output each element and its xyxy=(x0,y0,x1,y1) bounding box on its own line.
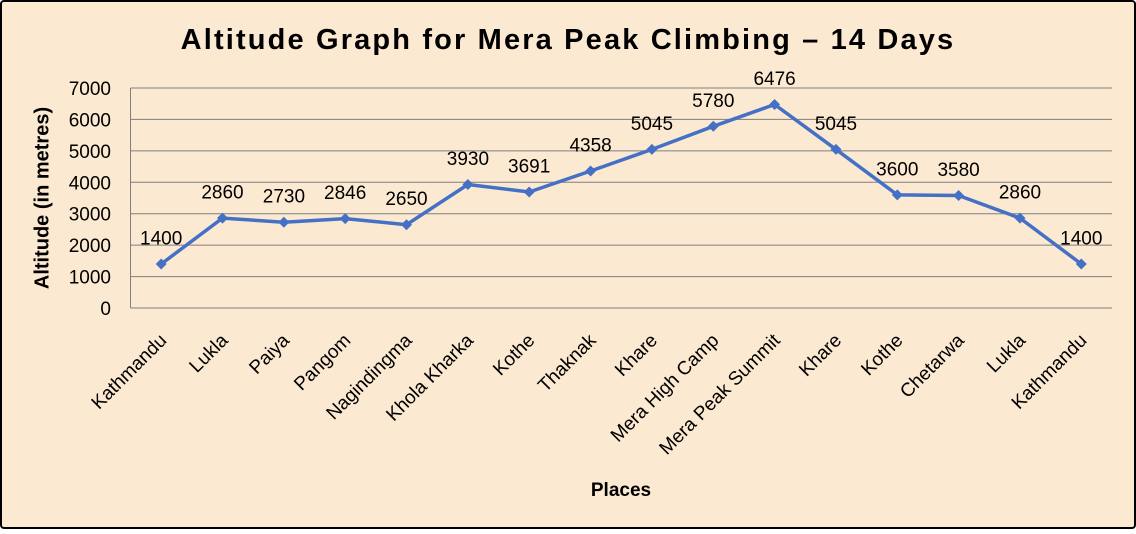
svg-text:0: 0 xyxy=(100,299,111,320)
svg-text:3600: 3600 xyxy=(876,159,918,180)
svg-text:Places: Places xyxy=(591,480,651,501)
svg-text:2860: 2860 xyxy=(201,183,243,204)
svg-text:2000: 2000 xyxy=(69,236,111,257)
svg-text:3930: 3930 xyxy=(447,149,489,170)
svg-text:5780: 5780 xyxy=(692,91,734,112)
svg-text:5000: 5000 xyxy=(69,142,111,163)
svg-text:1400: 1400 xyxy=(1060,229,1102,250)
svg-text:1400: 1400 xyxy=(140,229,182,250)
svg-text:6000: 6000 xyxy=(69,110,111,131)
svg-text:4000: 4000 xyxy=(69,173,111,194)
svg-text:6476: 6476 xyxy=(753,69,795,90)
svg-text:Altitude (in metres): Altitude (in metres) xyxy=(32,107,54,289)
svg-text:3000: 3000 xyxy=(69,205,111,226)
svg-text:2860: 2860 xyxy=(999,183,1041,204)
svg-text:3580: 3580 xyxy=(937,160,979,181)
svg-text:Altitude Graph for Mera Peak C: Altitude Graph for Mera Peak Climbing – … xyxy=(181,24,956,56)
svg-text:5045: 5045 xyxy=(815,114,857,135)
svg-text:3691: 3691 xyxy=(508,157,550,178)
svg-text:4358: 4358 xyxy=(569,136,611,157)
svg-text:5045: 5045 xyxy=(631,114,673,135)
svg-text:2650: 2650 xyxy=(385,189,427,210)
svg-text:1000: 1000 xyxy=(69,268,111,289)
svg-text:7000: 7000 xyxy=(69,79,111,100)
svg-text:2846: 2846 xyxy=(324,183,366,204)
svg-text:2730: 2730 xyxy=(263,187,305,208)
